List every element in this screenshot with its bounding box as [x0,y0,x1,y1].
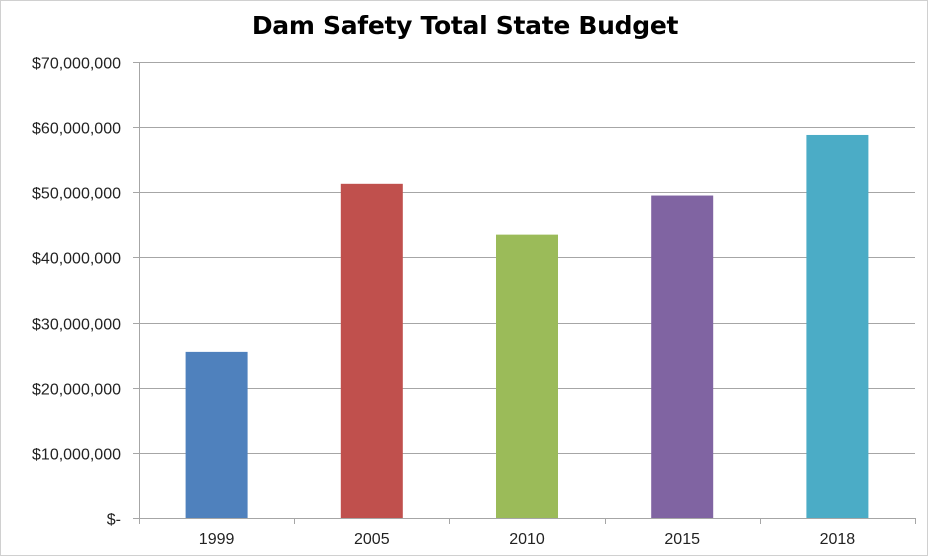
y-tick-label: $- [107,512,121,529]
y-tick-label: $20,000,000 [32,382,121,399]
x-tick-label: 2005 [354,531,390,548]
bar-2015 [651,195,714,519]
y-tick-label: $50,000,000 [32,186,121,203]
bar-2018 [806,134,869,518]
axes [139,62,916,524]
bar-1999 [185,351,248,518]
y-tick-label: $40,000,000 [32,251,121,268]
x-tick-label: 2010 [509,531,545,548]
y-tick-label: $70,000,000 [32,56,121,73]
bars [185,134,869,519]
x-tick-label: 2018 [820,531,856,548]
x-tick-label: 1999 [199,531,235,548]
y-tick-label: $60,000,000 [32,121,121,138]
y-tick-labels: $- $10,000,000 $20,000,000 $30,000,000 $40,0… [32,56,121,529]
bar-2010 [496,234,558,518]
y-tick-label: $10,000,000 [32,447,121,464]
y-tick-label: $30,000,000 [32,317,121,334]
x-tick-label: 2015 [664,531,700,548]
bar-2005 [340,183,403,518]
x-tick-labels: 1999 2005 2010 2015 2018 [199,531,855,548]
chart-title: Dam Safety Total State Budget [251,11,679,40]
